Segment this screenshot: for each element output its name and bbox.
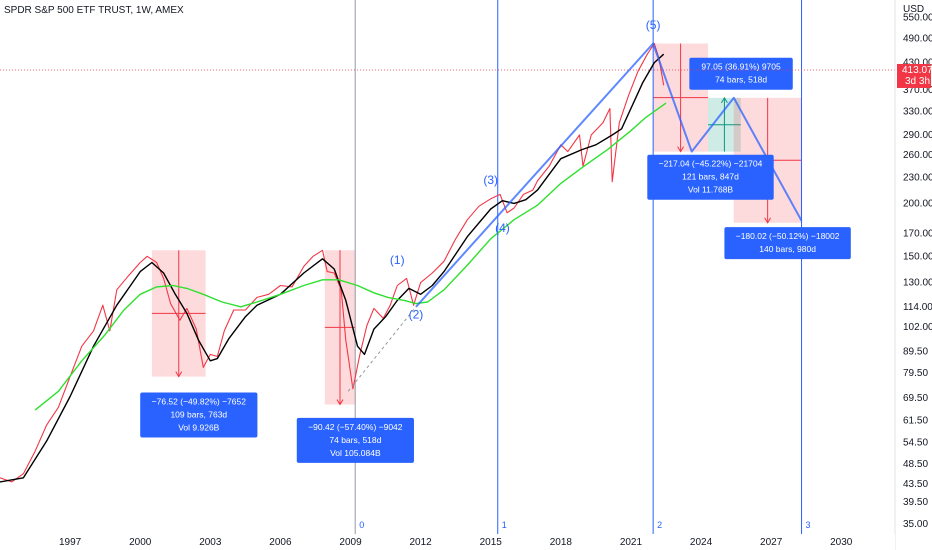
y-tick-label: 430.00	[903, 58, 932, 69]
elliott-wave-label: (5)	[646, 18, 661, 32]
x-tick-label: 2015	[480, 537, 503, 548]
measure-arrow	[677, 146, 685, 153]
measure-label-text: 97.05 (36.91%) 9705	[701, 62, 781, 72]
measure-label-text: Vol 11.768B	[688, 185, 734, 195]
y-tick-label: 79.50	[903, 368, 928, 379]
chart-title: SPDR S&P 500 ETF TRUST, 1W, AMEX	[4, 5, 184, 16]
y-tick-label: 290.00	[903, 130, 932, 141]
x-tick-label: 2006	[269, 537, 292, 548]
series-layer	[0, 42, 667, 483]
x-tick-label: 1997	[59, 537, 82, 548]
measure-arrow	[336, 399, 344, 406]
elliott-wave-label: (3)	[483, 173, 498, 187]
x-tick-label: 2009	[339, 537, 362, 548]
x-tick-label: 2012	[410, 537, 433, 548]
measure-label-box	[296, 417, 414, 463]
measure-label-box	[689, 57, 793, 90]
y-tick-label: 170.00	[903, 228, 932, 239]
y-tick-label: 200.00	[903, 198, 932, 209]
y-tick-label: 150.00	[903, 251, 932, 262]
series-line	[0, 42, 665, 483]
y-tick-label: 35.00	[903, 519, 928, 530]
time-axis[interactable]: 1997 2000 2003 2006 2009 2012 2015 2018 2021 2024…	[0, 534, 895, 550]
cycle-line-label: 1	[502, 520, 507, 530]
y-tick-label: 69.50	[903, 393, 928, 404]
measurement-labels-layer: −76.52 (−49.82%) −7652 109 bars, 763d Vol …	[140, 57, 851, 463]
measure-label-text: Vol 9.926B	[178, 423, 219, 433]
y-tick-label: 260.00	[903, 150, 932, 161]
measure-arrow	[175, 371, 183, 378]
price-axis[interactable]: USD 550.00 490.00 430.00 370.00 330.00 290.00…	[894, 0, 932, 550]
axis-currency: USD	[903, 4, 924, 15]
elliott-wave-label: (4)	[495, 221, 510, 235]
y-tick-label: 130.00	[903, 278, 932, 289]
y-tick-label: 330.00	[903, 106, 932, 117]
measure-label-text: −90.42 (−57.40%) −9042	[308, 422, 403, 432]
current-price-badge	[897, 63, 931, 88]
series-line	[0, 53, 665, 483]
x-tick-label: 2003	[199, 537, 222, 548]
y-tick-label: 550.00	[903, 12, 932, 23]
y-tick-label: 54.50	[903, 438, 928, 449]
measure-arrow	[720, 96, 728, 104]
measure-label-text: 74 bars, 518d	[329, 435, 381, 445]
dashed-trendline	[347, 306, 417, 392]
measurement-boxes-layer	[151, 43, 802, 406]
cycle-line-label: 3	[806, 520, 811, 530]
y-tick-label: 89.50	[903, 346, 928, 357]
y-tick-label: 102.00	[903, 322, 932, 333]
elliott-wave-label: (2)	[409, 307, 424, 321]
x-tick-label: 2030	[830, 537, 853, 548]
bar-countdown: 3d 3h	[905, 76, 930, 87]
elliott-wave-layer: (1) (2) (3) (4) (5)	[390, 18, 803, 321]
y-tick-label: 48.50	[903, 459, 928, 470]
measure-label-text: 140 bars, 980d	[759, 244, 816, 254]
measure-label-text: −217.04 (−45.22%) −21704	[659, 159, 763, 169]
y-tick-label: 61.50	[903, 415, 928, 426]
y-tick-label: 39.50	[903, 497, 928, 508]
elliott-wave-label: (1)	[390, 253, 405, 267]
y-tick-label: 43.50	[903, 479, 928, 490]
x-tick-label: 2021	[620, 537, 643, 548]
elliott-wave-path	[415, 42, 803, 308]
measure-label-text: −76.52 (−49.82%) −7652	[152, 397, 247, 407]
x-tick-label: 2027	[760, 537, 783, 548]
series-line	[34, 102, 667, 411]
x-tick-label: 2000	[129, 537, 152, 548]
x-tick-label: 2024	[690, 537, 713, 548]
measure-label-box	[140, 392, 258, 438]
measure-arrow	[764, 217, 772, 224]
measure-label-text: 109 bars, 763d	[170, 410, 227, 420]
y-tick-label: 490.00	[903, 34, 932, 45]
y-tick-label: 114.00	[903, 302, 932, 313]
y-tick-label: 370.00	[903, 85, 932, 96]
measure-label-text: 74 bars, 518d	[715, 75, 767, 85]
measure-label-text: Vol 105.084B	[330, 448, 381, 458]
measure-label-text: 121 bars, 847d	[682, 172, 739, 182]
measure-label-text: −180.02 (−50.12%) −18002	[736, 231, 840, 241]
y-tick-label: 230.00	[903, 173, 932, 184]
cycle-line-label: 2	[657, 520, 662, 530]
current-price-value: 413.07	[902, 65, 932, 76]
cycle-line-label: 0	[359, 520, 364, 530]
measure-label-box	[724, 227, 851, 260]
measure-label-box	[647, 154, 774, 200]
x-tick-label: 2018	[550, 537, 573, 548]
